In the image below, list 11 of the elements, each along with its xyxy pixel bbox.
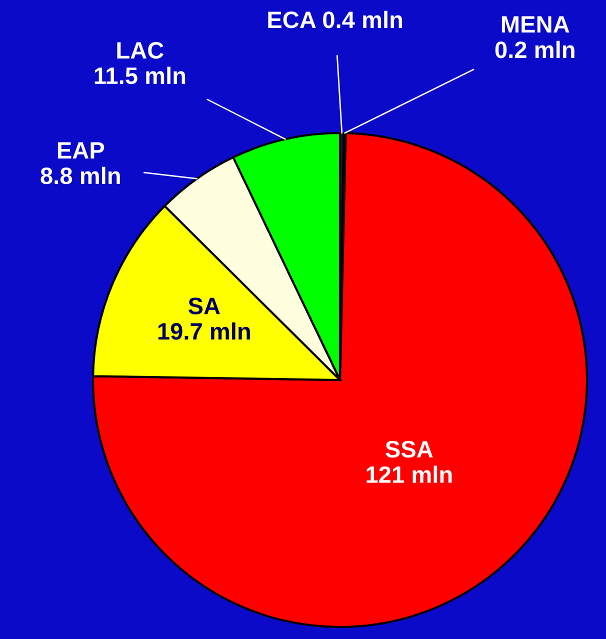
slice-label: LAC [117, 42, 164, 59]
data-label: 11.5 mln [94, 66, 186, 84]
slice-label: ECA 0.4 mln [268, 10, 402, 28]
slice-label: SSA [386, 440, 433, 458]
slice-label: MENA [502, 16, 570, 33]
data-label: 121 mln [366, 466, 452, 483]
slice-label: EAP [58, 142, 104, 158]
data-label: 8.8 mln [40, 166, 120, 184]
data-label: 19.7 mln [158, 322, 250, 340]
slice-label: SA [188, 298, 220, 314]
data-label: 0.2 mln [495, 40, 574, 58]
